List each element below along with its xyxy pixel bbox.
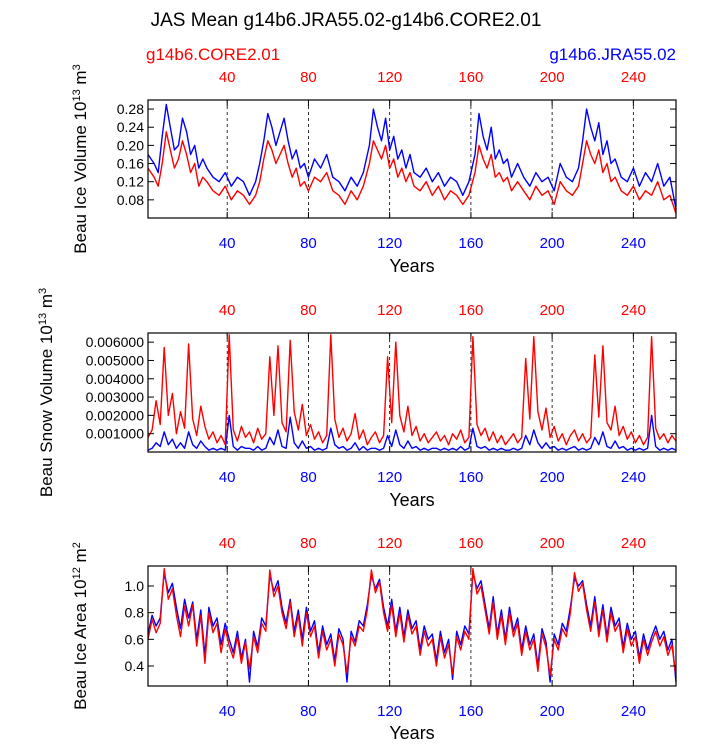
x-tick-label-bottom: 40 (219, 703, 236, 720)
x-tick-label-top: 40 (219, 69, 236, 86)
series-line-jra (147, 572, 677, 683)
y-axis-label: Beau Ice Volume 1013 m3 (71, 64, 90, 253)
y-tick-label: 0.001000 (86, 426, 145, 442)
x-tick-label-bottom: 120 (377, 703, 402, 720)
x-tick-label-top: 80 (300, 69, 317, 86)
series-line-core (147, 131, 677, 214)
x-tick-label-top: 80 (300, 302, 317, 319)
y-tick-label: 0.004000 (86, 371, 145, 387)
ice-volume-panel: 40 40 80 80 120 120 160 160 200 200 240 240 0.08 0.12… (71, 64, 677, 276)
y-tick-label: 0.24 (117, 119, 144, 135)
x-tick-label-bottom: 80 (300, 235, 317, 252)
legend-core-label: g14b6.CORE2.01 (146, 45, 280, 64)
x-tick-label-top: 200 (540, 302, 565, 319)
chart-panels: 404080801201201601602002002402400.080.12… (37, 64, 677, 743)
x-tick-label-top: 120 (377, 535, 402, 552)
y-axis-label-text: Beau Snow Volume 10 (37, 325, 56, 497)
plot-frame (147, 565, 677, 687)
x-tick-label-bottom: 160 (458, 235, 483, 252)
y-axis-label-exp: 13 (37, 313, 49, 325)
x-axis-label: Years (389, 723, 434, 743)
y-axis-label-exp: 12 (71, 567, 83, 579)
x-tick-label-top: 240 (621, 535, 646, 552)
x-tick-label-top: 120 (377, 302, 402, 319)
chart-title: JAS Mean g14b6.JRA55.02-g14b6.CORE2.01 (151, 10, 542, 31)
x-tick-label-bottom: 240 (621, 469, 646, 486)
y-axis-label-unit: m (71, 70, 90, 89)
y-axis-label-unit-exp: 2 (71, 542, 83, 548)
x-tick-label-bottom: 40 (219, 469, 236, 486)
y-axis-label-unit-exp: 3 (71, 64, 83, 70)
x-tick-label-bottom: 80 (300, 703, 317, 720)
x-tick-label-bottom: 160 (458, 469, 483, 486)
x-tick-label-top: 160 (458, 535, 483, 552)
series-line-core (147, 568, 677, 677)
y-axis-label: Beau Snow Volume 1013 m3 (37, 288, 56, 497)
ice-area-panel: 40 40 80 80 120 120 160 160 200 200 240 240 0.4 0.6 0.… (71, 535, 677, 743)
y-axis-label-unit: m (71, 548, 90, 567)
y-tick-label: 1.0 (125, 578, 145, 594)
y-axis-label-unit-exp: 3 (37, 288, 49, 294)
x-tick-label-top: 160 (458, 69, 483, 86)
x-tick-label-bottom: 120 (377, 235, 402, 252)
x-tick-label-top: 200 (540, 535, 565, 552)
y-axis-label-exp: 13 (71, 89, 83, 101)
y-tick-label: 0.6 (125, 631, 145, 647)
series-line-jra (147, 414, 677, 451)
x-tick-label-top: 40 (219, 535, 236, 552)
x-tick-label-bottom: 240 (621, 703, 646, 720)
x-axis-label: Years (389, 256, 434, 276)
x-tick-label-top: 80 (300, 535, 317, 552)
y-tick-label: 0.12 (117, 174, 144, 190)
x-tick-label-bottom: 120 (377, 469, 402, 486)
x-tick-label-bottom: 200 (540, 469, 565, 486)
x-tick-label-top: 240 (621, 302, 646, 319)
series-line-jra (147, 103, 677, 210)
x-tick-label-top: 120 (377, 69, 402, 86)
y-tick-label: 0.08 (117, 192, 144, 208)
x-tick-label-top: 40 (219, 302, 236, 319)
x-tick-label-bottom: 200 (540, 235, 565, 252)
y-tick-label: 0.20 (117, 137, 144, 153)
x-tick-label-bottom: 200 (540, 703, 565, 720)
y-axis-label-text: Beau Ice Area 10 (71, 579, 90, 709)
x-tick-label-bottom: 240 (621, 235, 646, 252)
y-tick-label: 0.006000 (86, 334, 145, 350)
x-tick-label-bottom: 160 (458, 703, 483, 720)
x-tick-label-top: 240 (621, 69, 646, 86)
plot-frame (147, 332, 677, 453)
y-axis-label: Beau Ice Area 1012 m2 (71, 542, 90, 710)
plot-frame (147, 99, 677, 219)
y-tick-label: 0.003000 (86, 389, 145, 405)
x-axis-label: Years (389, 490, 434, 510)
y-tick-label: 0.28 (117, 101, 144, 117)
x-tick-label-top: 160 (458, 302, 483, 319)
x-tick-label-bottom: 40 (219, 235, 236, 252)
y-tick-label: 0.005000 (86, 352, 145, 368)
snow-volume-panel: 40 40 80 80 120 120 160 160 200 200 240 240 0.001000… (37, 288, 677, 510)
x-tick-label-top: 200 (540, 69, 565, 86)
x-tick-label-bottom: 80 (300, 469, 317, 486)
y-axis-label-unit: m (37, 294, 56, 313)
legend-jra-label: g14b6.JRA55.02 (549, 45, 676, 64)
y-axis-label-text: Beau Ice Volume 10 (71, 102, 90, 254)
y-tick-label: 0.16 (117, 156, 144, 172)
y-tick-label: 0.4 (125, 658, 145, 674)
y-tick-label: 0.8 (125, 605, 145, 621)
series-line-core (147, 334, 677, 446)
y-tick-label: 0.002000 (86, 407, 145, 423)
